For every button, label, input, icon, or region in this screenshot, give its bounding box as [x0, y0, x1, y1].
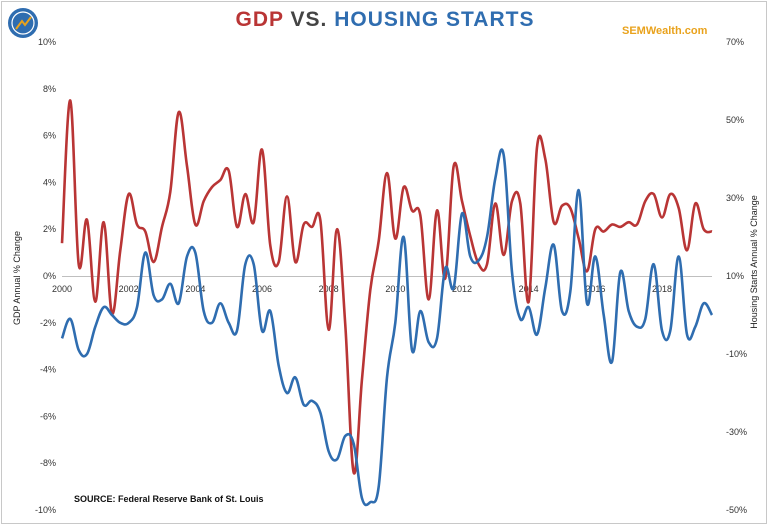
y-axis-label: GDP Annual % Change — [12, 231, 22, 325]
gdp-series-line — [60, 99, 713, 475]
title-housing-starts: HOUSING STARTS — [334, 8, 535, 31]
y2-tick-label: -10% — [726, 349, 747, 359]
y-tick-label: 8% — [43, 84, 56, 94]
y2-tick-label: -50% — [726, 505, 747, 515]
y-tick-label: -8% — [40, 458, 56, 468]
x-tick-label: 2004 — [185, 284, 205, 294]
x-tick-label: 2010 — [385, 284, 405, 294]
source-note: SOURCE: Federal Reserve Bank of St. Loui… — [74, 494, 264, 504]
y-tick-label: 2% — [43, 224, 56, 234]
title-vs: VS. — [290, 8, 328, 31]
x-tick-label: 2016 — [585, 284, 605, 294]
title-gdp: GDP — [235, 8, 284, 31]
y-tick-label: 6% — [43, 131, 56, 141]
y-tick-label: -2% — [40, 318, 56, 328]
x-tick-label: 2012 — [452, 284, 472, 294]
x-tick-label: 2014 — [519, 284, 539, 294]
y2-tick-label: 70% — [726, 37, 744, 47]
chart-title: GDP VS. HOUSING STARTS — [0, 8, 770, 32]
x-tick-label: 2002 — [119, 284, 139, 294]
x-tick-label: 2018 — [652, 284, 672, 294]
housing-starts-series-line — [60, 148, 714, 507]
brand-label: SEMWealth.com — [622, 25, 708, 37]
y-tick-label: 10% — [38, 37, 56, 47]
y2-tick-label: 50% — [726, 115, 744, 125]
semwealth-logo-icon — [8, 8, 38, 38]
y-tick-label: 0% — [43, 271, 56, 281]
y-tick-label: -10% — [35, 505, 56, 515]
y2-tick-label: 10% — [726, 271, 744, 281]
y-tick-label: -4% — [40, 365, 56, 375]
y-tick-label: -6% — [40, 411, 56, 421]
x-tick-label: 2006 — [252, 284, 272, 294]
y-tick-label: 4% — [43, 177, 56, 187]
y2-tick-label: 30% — [726, 193, 744, 203]
y2-tick-label: -30% — [726, 427, 747, 437]
y2-axis-label: Housing Starts Annual % Change — [749, 195, 759, 329]
x-tick-label: 2000 — [52, 284, 72, 294]
x-tick-label: 2008 — [319, 284, 339, 294]
